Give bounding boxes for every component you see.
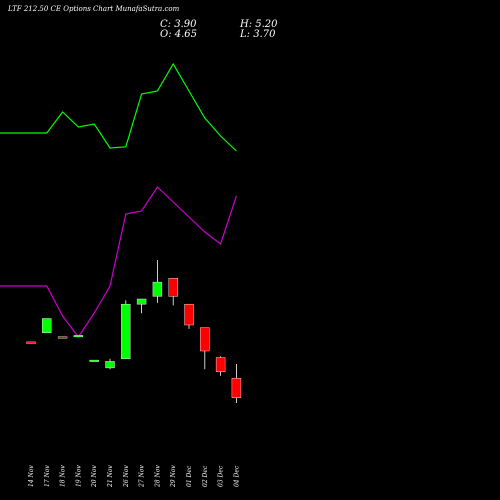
low-value: L: 3.70 [240,29,276,40]
candle-body [89,359,99,362]
candle-body [168,278,178,297]
open-value: O: 4.65 [160,29,198,40]
candle-body [57,336,68,339]
candle-body [121,304,131,360]
candle-body [105,361,115,369]
x-tick-label: 29 Nov [170,465,177,488]
upper-indicator-line [0,62,237,152]
high-value: H: 5.20 [240,19,278,30]
lower-indicator-line [0,186,237,339]
x-tick-label: 27 Nov [139,465,146,488]
candle-4 [89,359,99,362]
candle-1 [42,318,52,334]
x-tick-label: 19 Nov [75,465,82,487]
candle-body [200,327,210,352]
candle-11 [200,327,210,370]
x-tick-label: 18 Nov [60,465,67,487]
candle-body [73,335,84,338]
candle-body [136,298,147,305]
candle-3 [73,335,84,338]
x-tick-label: 01 Dec [186,465,193,487]
candle-body [231,378,242,398]
candle-7 [136,298,147,314]
indicator-lines [0,62,237,339]
candle-13 [231,364,242,403]
x-tick-label: 21 Nov [107,465,114,488]
x-tick-label: 17 Nov [44,465,51,487]
candle-2 [57,336,68,339]
candle-6 [121,300,131,360]
x-tick-label: 14 Nov [28,465,35,487]
candles [26,260,242,403]
x-tick-label: 26 Nov [123,465,130,488]
candle-0 [26,341,36,344]
x-tick-label: 04 Dec [233,465,240,487]
x-tick-label: 20 Nov [91,465,98,488]
chart-title: LTF 212.50 CE Options Chart MunafaSutra.… [8,5,180,13]
candle-10 [184,304,194,329]
x-axis-ticks: 14 Nov 17 Nov 18 Nov 19 Nov 20 Nov 21 Nov 26 N… [28,465,240,488]
x-tick-label: 02 Dec [202,465,209,487]
candle-12 [215,356,226,376]
candle-5 [105,358,115,370]
candle-9 [168,278,178,306]
candle-body [152,281,163,297]
x-tick-label: 03 Dec [218,465,225,487]
candle-body [184,304,194,326]
candle-body [42,318,52,334]
candle-8 [152,260,163,303]
candle-body [215,357,226,373]
x-tick-label: 28 Nov [154,465,161,488]
candle-body [26,341,36,344]
close-value: C: 3.90 [160,19,197,30]
